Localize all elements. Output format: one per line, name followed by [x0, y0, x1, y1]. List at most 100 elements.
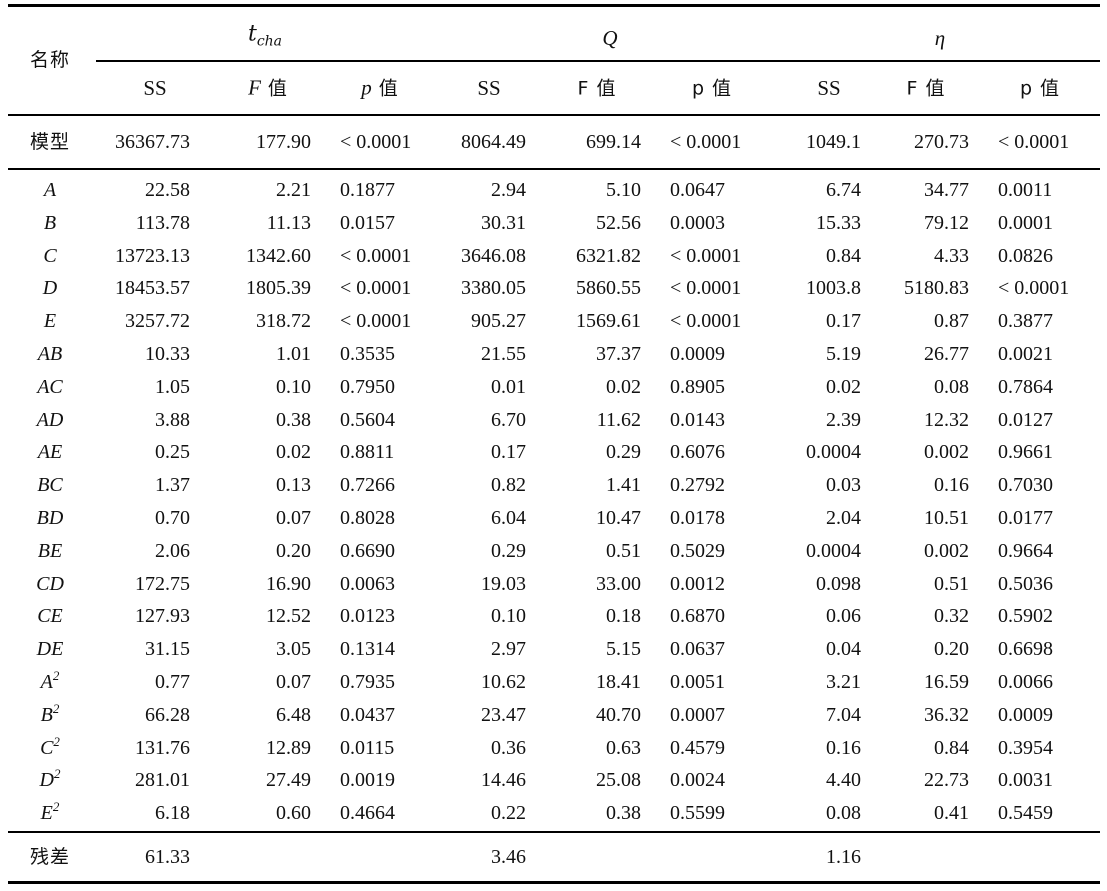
model-row-cell: 699.14 — [586, 131, 641, 153]
table-row-cell: 0.6690 — [340, 539, 395, 562]
table-row-cell: 0.0437 — [340, 703, 395, 726]
table-row-cell: 0.0009 — [670, 343, 725, 365]
table-row-cell: 11.13 — [266, 211, 311, 234]
name-column-header: 名称 — [29, 49, 71, 71]
table-row-cell: 0.0143 — [670, 408, 725, 431]
residual-row-label: 残差 — [29, 846, 71, 868]
table-row-cell: 27.49 — [266, 769, 311, 792]
table-row-cell: 18453.57 — [115, 277, 190, 300]
table-row-cell: 0.7266 — [340, 474, 395, 497]
table-row-cell: 0.1314 — [340, 638, 395, 661]
table-row-cell: 0.0012 — [670, 572, 725, 595]
term-exponent: 2 — [52, 668, 60, 683]
table-row-cell: 0.0009 — [998, 703, 1053, 726]
table-row-cell: 21.55 — [481, 343, 526, 365]
table-row-cell: 3646.08 — [461, 244, 526, 267]
table-row-cell: 0.9661 — [998, 441, 1053, 464]
table-row-cell: 5.19 — [826, 343, 861, 365]
table-row-cell: 0.3954 — [998, 736, 1053, 759]
table-row-cell: 0.7864 — [998, 375, 1053, 398]
table-row-cell: 0.0004 — [806, 539, 861, 562]
model-row-cell: 177.90 — [256, 131, 311, 153]
model-row-cell: 1049.1 — [806, 131, 861, 153]
table-row-cell: 0.20 — [934, 638, 969, 661]
table-row-cell: 172.75 — [135, 572, 190, 595]
table-row-cell: 0.5599 — [670, 802, 725, 825]
term-label: BE — [38, 539, 62, 563]
table-row-cell: 0.8811 — [340, 441, 395, 464]
term-label: AC — [37, 375, 63, 399]
term-label: BD — [37, 506, 64, 530]
group-header-eta: η — [934, 26, 946, 50]
table-row-cell: 0.0063 — [340, 572, 395, 595]
table-row-cell: 0.03 — [826, 474, 861, 497]
subheader-4: F 值 — [578, 76, 617, 101]
table-row-cell: 0.7935 — [340, 671, 395, 693]
table-row-cell: 0.7950 — [340, 375, 395, 398]
table-row-cell: 0.0007 — [670, 703, 725, 726]
term-exponent: 2 — [53, 766, 61, 782]
table-row-cell: 0.0003 — [670, 211, 725, 234]
table-row-cell: 0.84 — [934, 736, 969, 759]
table-row-cell: 1.37 — [155, 474, 190, 497]
term-name: B — [40, 703, 53, 726]
table-row-cell: 0.04 — [826, 638, 861, 661]
table-row-cell: 12.32 — [924, 408, 969, 431]
table-row-cell: 0.22 — [491, 802, 526, 825]
table-row-cell: 0.29 — [491, 539, 526, 562]
table-row-cell: 5.15 — [606, 638, 641, 661]
t-symbol: t — [247, 21, 257, 47]
table-row-cell: 10.33 — [145, 343, 190, 365]
table-row-cell: 4.40 — [826, 769, 861, 792]
table-row-cell: 13723.13 — [115, 244, 190, 267]
table-row-cell: 0.0637 — [670, 638, 725, 661]
table-row-cell: 0.10 — [491, 605, 526, 628]
table-row-cell: 34.77 — [924, 179, 969, 201]
table-row-cell: 0.17 — [491, 441, 526, 464]
table-row-cell: 0.10 — [276, 375, 311, 398]
table-row-cell: 10.47 — [596, 507, 641, 529]
table-row-cell: 0.2792 — [670, 474, 725, 497]
table-row-cell: 19.03 — [481, 572, 526, 595]
term-label: A2 — [41, 668, 60, 694]
subheader-6: SS — [817, 76, 840, 100]
table-row-cell: 281.01 — [135, 769, 190, 792]
table-row-cell: 0.84 — [826, 244, 861, 267]
term-exponent: 2 — [52, 799, 60, 815]
table-row-cell: 6.04 — [491, 507, 526, 529]
table-row-cell: 0.098 — [816, 572, 861, 595]
term-label: A — [44, 178, 56, 202]
table-row-cell: 5860.55 — [576, 277, 641, 300]
table-row-cell: 22.73 — [924, 769, 969, 792]
term-name: A — [43, 179, 57, 201]
term-name: D — [42, 277, 58, 300]
top-rule — [8, 4, 1100, 7]
table-row-cell: < 0.0001 — [670, 310, 742, 333]
table-row-cell: < 0.0001 — [670, 277, 742, 300]
table-row-cell: 0.07 — [276, 671, 311, 693]
table-row-cell: 3257.72 — [125, 310, 190, 333]
table-row-cell: 0.16 — [826, 736, 861, 759]
term-name: B — [43, 211, 57, 234]
table-row-cell: 0.07 — [276, 507, 311, 529]
table-row-cell: 0.29 — [606, 441, 641, 464]
table-row-cell: 0.51 — [606, 539, 641, 562]
table-row-cell: 2.21 — [276, 179, 311, 201]
table-row-cell: 0.32 — [934, 605, 969, 628]
model-row-rule — [8, 168, 1100, 170]
table-row-cell: 0.0024 — [670, 769, 725, 792]
subheader-label: 值 — [371, 77, 399, 100]
table-row-cell: 0.0123 — [340, 605, 395, 628]
term-exponent: 2 — [53, 733, 60, 749]
term-name: CE — [37, 605, 63, 628]
table-row-cell: 0.77 — [155, 671, 190, 693]
table-row-cell: 0.06 — [826, 605, 861, 628]
table-row-cell: 0.0011 — [998, 179, 1053, 201]
subheader-3: SS — [477, 76, 500, 100]
table-row-cell: < 0.0001 — [998, 277, 1070, 300]
table-row-cell: 318.72 — [256, 310, 311, 333]
table-row-cell: 36.32 — [924, 703, 969, 726]
table-row-cell: 6.48 — [276, 703, 311, 726]
subheader-label: F 值 — [906, 77, 946, 100]
table-row-cell: 6321.82 — [576, 244, 641, 267]
